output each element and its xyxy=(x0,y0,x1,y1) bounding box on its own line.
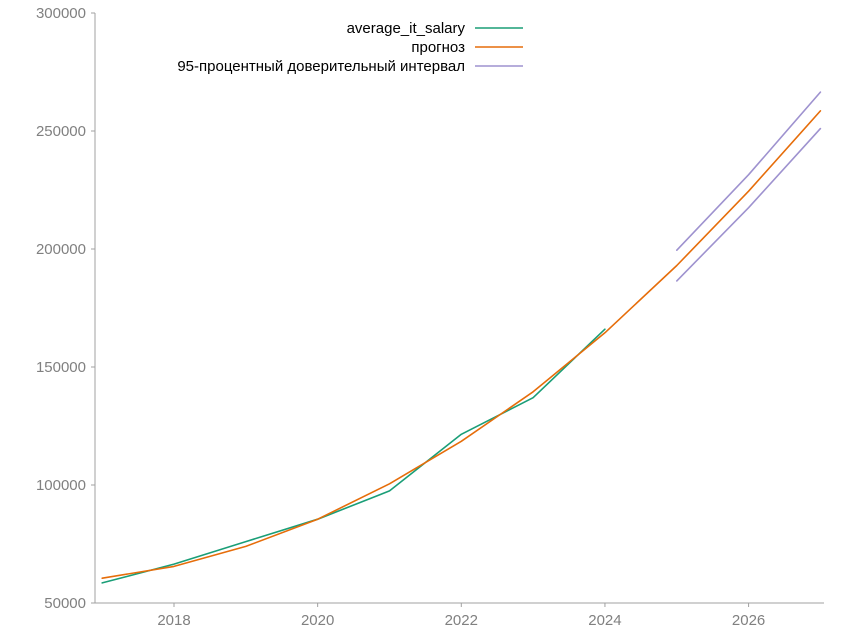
x-tick-label: 2020 xyxy=(301,612,334,629)
series-line-2 xyxy=(101,110,822,580)
y-tick-label: 100000 xyxy=(36,477,86,494)
y-tick-label: 150000 xyxy=(36,359,86,376)
x-tick-label: 2022 xyxy=(445,612,478,629)
plot-area xyxy=(101,91,822,584)
series-line-3-part-1 xyxy=(675,91,822,251)
x-tick-label: 2018 xyxy=(157,612,190,629)
axes: 50000 100000 150000 200000 250000 300000 2018 2… xyxy=(36,5,824,629)
x-tick-label: 2024 xyxy=(588,612,621,629)
y-tick-label: 50000 xyxy=(44,595,86,612)
y-tick-label: 200000 xyxy=(36,241,86,258)
y-tick-label: 300000 xyxy=(36,5,86,22)
legend-label: average_it_salary xyxy=(347,20,466,37)
series-line-3-part-2 xyxy=(675,127,822,282)
y-tick-label: 250000 xyxy=(36,123,86,140)
series-line-1 xyxy=(101,328,606,584)
x-tick-label: 2026 xyxy=(732,612,765,629)
legend: average_it_salary прогноз 95-процентный до… xyxy=(177,20,523,75)
legend-label: прогноз xyxy=(411,39,465,56)
legend-label: 95-процентный доверительный интервал xyxy=(177,58,465,75)
